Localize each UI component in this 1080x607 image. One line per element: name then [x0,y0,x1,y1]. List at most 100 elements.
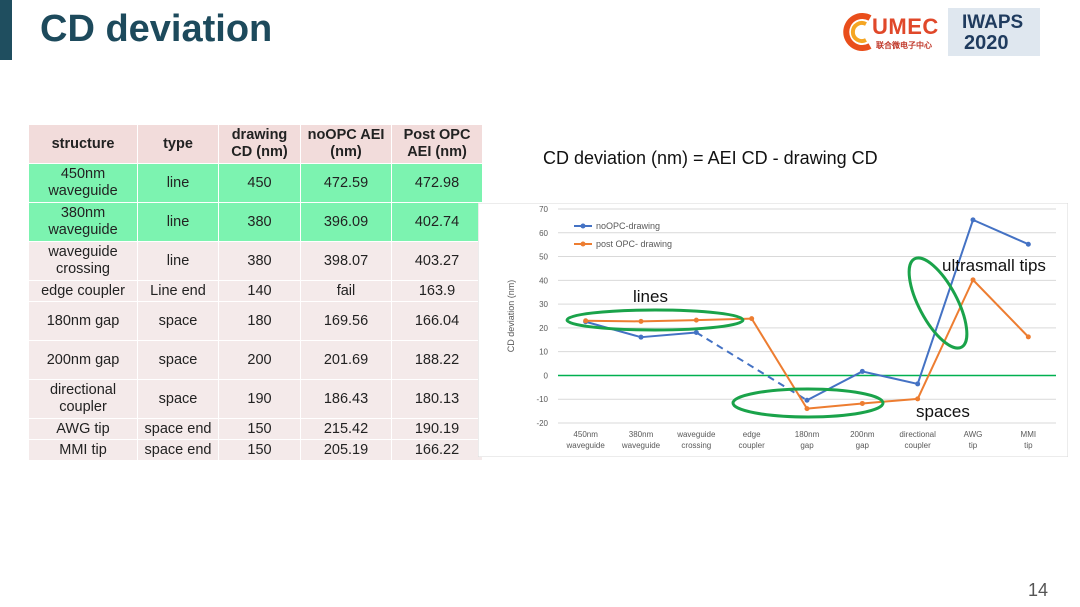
y-tick-label: 10 [539,348,548,357]
cell-noopc-aei: 169.56 [300,301,392,341]
data-point [970,277,976,283]
cell-drawing-cd: 180 [218,301,301,341]
cell-type: space end [137,439,219,461]
cd-data-table: structure type drawing CD (nm) noOPC AEI… [28,124,483,461]
data-point [693,329,699,335]
cell-structure: waveguide crossing [28,241,138,281]
iwaps-year: 2020 [964,32,1009,54]
data-point [1025,334,1031,340]
cell-structure: 200nm gap [28,340,138,380]
cell-structure: 380nm waveguide [28,202,138,242]
cell-noopc-aei: 472.59 [300,163,392,203]
cell-post-opc-aei: 166.22 [391,439,483,461]
cell-noopc-aei: 396.09 [300,202,392,242]
cell-drawing-cd: 200 [218,340,301,380]
lines-highlight-ellipse [565,308,745,332]
x-tick-label: edge coupler [739,430,766,450]
annotation-label: ultrasmall tips [942,256,1046,275]
table-row: 180nm gap space 180 169.56 166.04 [28,301,483,341]
series-segment [916,279,974,400]
cell-post-opc-aei: 163.9 [391,280,483,302]
y-tick-label: -10 [536,395,548,404]
x-tick-label: MMI tip [1021,430,1037,450]
umec-logo: UMEC 联合微电子中心 [840,8,944,56]
data-point [970,217,976,223]
x-tick-label: 380nm waveguide [621,430,661,450]
y-axis-label: CD deviation (nm) [506,280,516,353]
data-point [638,334,644,340]
header-structure: structure [28,124,138,164]
cell-structure: AWG tip [28,418,138,440]
series-segment [972,218,1029,246]
table-row: 200nm gap space 200 201.69 188.22 [28,340,483,380]
table-row: MMI tip space end 150 205.19 166.22 [28,439,483,461]
cell-drawing-cd: 380 [218,202,301,242]
cell-drawing-cd: 450 [218,163,301,203]
data-point [638,318,644,324]
cell-drawing-cd: 380 [218,241,301,281]
cell-noopc-aei: 205.19 [300,439,392,461]
cell-noopc-aei: fail [300,280,392,302]
page-title: CD deviation [40,8,273,50]
y-tick-label: 30 [539,300,548,309]
cell-type: space [137,379,219,419]
data-point [693,317,699,323]
series-segment [972,279,1030,338]
header-post-opc-aei: Post OPC AEI (nm) [391,124,483,164]
page-number: 14 [1028,580,1049,600]
legend-label: noOPC-drawing [596,221,660,231]
umec-subtitle: 联合微电子中心 [876,41,932,50]
y-tick-label: 20 [539,324,548,333]
tips-highlight-ellipse [907,256,969,350]
header-type: type [137,124,219,164]
table-row: AWG tip space end 150 215.42 190.19 [28,418,483,440]
y-tick-label: 50 [539,253,548,262]
legend-label: post OPC- drawing [596,239,672,249]
y-tick-label: 0 [544,371,549,380]
cell-drawing-cd: 150 [218,439,301,461]
annotation-label: lines [633,287,668,306]
cell-drawing-cd: 150 [218,418,301,440]
cell-type: line [137,202,219,242]
cell-post-opc-aei: 190.19 [391,418,483,440]
x-tick-label: 200nm gap [850,430,875,450]
series-segment [806,402,863,410]
accent-bar [0,0,12,60]
cell-structure: 450nm waveguide [28,163,138,203]
table-header-row: structure type drawing CD (nm) noOPC AEI… [28,124,483,164]
series-segment [862,397,918,405]
iwaps-logo: IWAPS 2020 [948,8,1040,56]
header-noopc-aei: noOPC AEI (nm) [300,124,392,164]
data-point [859,400,865,406]
cell-post-opc-aei: 403.27 [391,241,483,281]
cell-noopc-aei: 186.43 [300,379,392,419]
cell-structure: 180nm gap [28,301,138,341]
header-drawing-cd: drawing CD (nm) [218,124,301,164]
cell-type: line [137,241,219,281]
table-row: 380nm waveguide line 380 396.09 402.74 [28,202,483,242]
cell-noopc-aei: 398.07 [300,241,392,281]
y-tick-label: 60 [539,229,548,238]
cell-type: Line end [137,280,219,302]
y-tick-label: 70 [539,205,548,214]
y-tick-label: -20 [536,419,548,428]
x-tick-label: AWG tip [964,430,983,450]
x-tick-label: waveguide crossing [676,430,716,450]
cell-structure: directional coupler [28,379,138,419]
series-segment [585,319,642,323]
x-tick-label: 450nm waveguide [566,430,606,450]
data-point [915,396,921,402]
cell-post-opc-aei: 180.13 [391,379,483,419]
data-point [1025,241,1031,247]
cd-deviation-formula: CD deviation (nm) = AEI CD - drawing CD [543,148,878,168]
x-tick-label: 180nm gap [795,430,820,450]
cell-post-opc-aei: 188.22 [391,340,483,380]
spaces-highlight-ellipse [731,387,885,419]
series-segment [916,219,974,385]
cell-type: line [137,163,219,203]
cell-noopc-aei: 201.69 [300,340,392,380]
iwaps-name: IWAPS [962,12,1024,33]
cell-type: space [137,301,219,341]
data-point [915,381,921,387]
cell-post-opc-aei: 472.98 [391,163,483,203]
